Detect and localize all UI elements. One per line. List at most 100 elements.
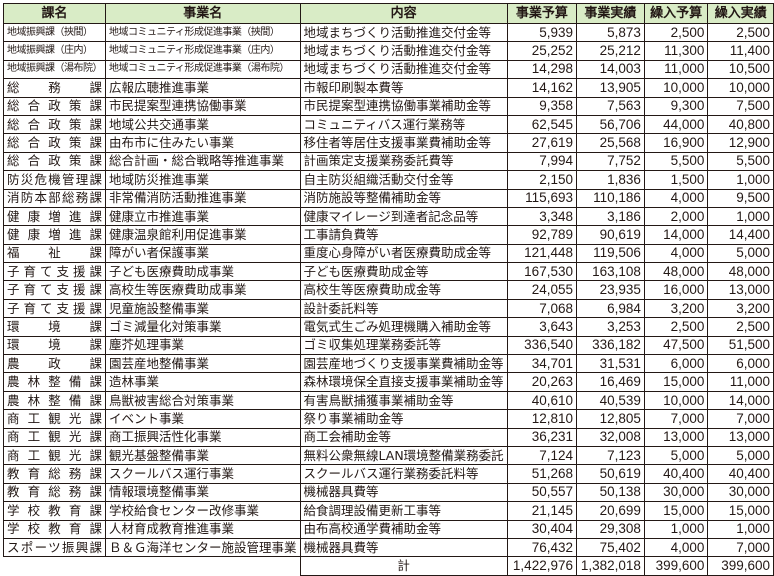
content-cell: 健康マイレージ到達者記念品等 bbox=[299, 206, 508, 227]
project-budget-cell: 51,268 bbox=[506, 464, 577, 484]
dept-cell: 教育総務課 bbox=[3, 464, 106, 484]
table-row: 消防本部総務課 非常備消防活動推進事業 消防施設等整備補助金等 115,693 110,… bbox=[3, 188, 774, 208]
transfer-budget-cell: 11,300 bbox=[643, 41, 709, 61]
project-cell: 商工振興活性化事業 bbox=[105, 427, 301, 447]
project-actual-cell: 40,539 bbox=[575, 390, 645, 411]
dept-cell: 消防本部総務課 bbox=[3, 188, 106, 208]
header-transfer-actual: 繰入実績 bbox=[707, 3, 774, 24]
dept-cell: 農林整備課 bbox=[3, 390, 106, 411]
table-row: 環境課 ゴミ減量化対策事業 電気式生ごみ処理機購入補助金等 3,643 3,253 2,5… bbox=[3, 317, 774, 337]
table-row: 子育て支援課 子ども医療費助成事業 子ども医療費助成金等 167,530 163,108… bbox=[3, 262, 774, 282]
header-project-actual: 事業実績 bbox=[575, 3, 645, 24]
project-actual-cell: 32,008 bbox=[575, 427, 645, 447]
transfer-actual-cell: 14,000 bbox=[707, 390, 774, 411]
project-actual-cell: 25,212 bbox=[575, 41, 645, 61]
project-cell: 市民提案型連携協働事業 bbox=[105, 96, 301, 116]
project-budget-cell: 25,252 bbox=[506, 41, 577, 61]
content-cell: 給食調理設備更新工事等 bbox=[299, 501, 508, 521]
project-actual-cell: 1,836 bbox=[575, 170, 645, 190]
project-actual-cell: 23,935 bbox=[575, 280, 645, 300]
table-row: 商工観光課 観光基盤整備事業 無料公衆無線LAN環境整備業務委託 7,124 7,123… bbox=[3, 445, 774, 466]
table-row: 防災危機管理課 地域防災推進事業 自主防災組織活動交付金等 2,150 1,836 1,5… bbox=[3, 170, 774, 190]
transfer-budget-cell: 5,500 bbox=[643, 151, 709, 172]
content-cell: スクールバス運行業務委託料等 bbox=[299, 464, 508, 484]
project-cell: 児童施設整備事業 bbox=[105, 298, 301, 319]
table-row: 農政課 園芸産地整備事業 園芸産地づくり支援事業費補助金等 34,701 31,531 6… bbox=[3, 354, 774, 374]
project-budget-cell: 20,263 bbox=[506, 372, 577, 392]
project-cell: 地域防災推進事業 bbox=[105, 170, 301, 190]
project-actual-cell: 20,699 bbox=[575, 501, 645, 521]
project-budget-cell: 7,068 bbox=[506, 298, 577, 319]
content-cell: 商工会補助金等 bbox=[299, 427, 508, 447]
project-cell: 子ども医療費助成事業 bbox=[105, 262, 301, 282]
project-budget-cell: 92,789 bbox=[506, 225, 577, 245]
transfer-budget-cell: 11,000 bbox=[643, 59, 709, 80]
transfer-budget-cell: 40,400 bbox=[643, 464, 709, 484]
dept-cell: 総合政策課 bbox=[3, 114, 106, 135]
total-row: 計 1,422,976 1,382,018 399,600 399,600 bbox=[4, 556, 774, 576]
transfer-budget-cell: 14,000 bbox=[643, 225, 709, 245]
content-cell: ゴミ収集処理業務委託等 bbox=[299, 335, 508, 356]
transfer-budget-cell: 4,000 bbox=[643, 188, 709, 208]
project-cell: 観光基盤整備事業 bbox=[105, 445, 301, 466]
content-cell: 地域まちづくり活動推進交付金等 bbox=[299, 41, 508, 61]
project-actual-cell: 7,752 bbox=[575, 151, 645, 172]
content-cell: 地域まちづくり活動推進交付金等 bbox=[299, 59, 508, 80]
transfer-budget-cell: 47,500 bbox=[643, 335, 709, 356]
table-row: 子育て支援課 高校生等医療費助成事業 高校生等医療費助成金等 24,055 23,935… bbox=[3, 280, 774, 300]
dept-cell: 福祉課 bbox=[3, 243, 106, 264]
transfer-actual-cell: 2,500 bbox=[707, 317, 774, 337]
dept-cell: 商工観光課 bbox=[3, 427, 106, 447]
transfer-budget-cell: 15,000 bbox=[643, 501, 709, 521]
transfer-budget-cell: 16,000 bbox=[643, 280, 709, 300]
content-cell: 機械器具費等 bbox=[299, 537, 508, 558]
dept-cell: 子育て支援課 bbox=[3, 298, 106, 319]
dept-cell: 農林整備課 bbox=[3, 372, 106, 392]
transfer-budget-cell: 13,000 bbox=[643, 427, 709, 447]
transfer-actual-cell: 13,000 bbox=[707, 280, 774, 300]
project-cell: 造林事業 bbox=[105, 372, 301, 392]
project-budget-cell: 27,619 bbox=[506, 133, 577, 153]
project-budget-cell: 14,162 bbox=[506, 78, 577, 98]
transfer-actual-cell: 13,000 bbox=[707, 427, 774, 447]
transfer-actual-cell: 1,000 bbox=[707, 206, 774, 227]
project-actual-cell: 50,619 bbox=[575, 464, 645, 484]
table-row: 総合政策課 総合計画・総合戦略等推進事業 計画策定支援業務委託費等 7,994 7,75… bbox=[3, 151, 774, 172]
transfer-budget-cell: 4,000 bbox=[643, 243, 709, 264]
project-actual-cell: 7,563 bbox=[575, 96, 645, 116]
table-row: 子育て支援課 児童施設整備事業 設計委託料等 7,068 6,984 3,200 3,200 bbox=[3, 298, 774, 319]
project-cell: 情報環境整備事業 bbox=[105, 482, 301, 503]
project-budget-cell: 14,298 bbox=[506, 59, 577, 80]
project-actual-cell: 7,123 bbox=[575, 445, 645, 466]
project-budget-cell: 50,557 bbox=[506, 482, 577, 503]
transfer-actual-cell: 11,000 bbox=[707, 372, 774, 392]
project-cell: 総合計画・総合戦略等推進事業 bbox=[105, 151, 301, 172]
project-cell: 健康温泉館利用促進事業 bbox=[105, 225, 301, 245]
transfer-budget-cell: 5,000 bbox=[643, 445, 709, 466]
project-actual-cell: 90,619 bbox=[575, 225, 645, 245]
dept-cell: 総合政策課 bbox=[3, 96, 106, 116]
content-cell: 消防施設等整備補助金等 bbox=[299, 188, 508, 208]
content-cell: コミュニティバス運行業務等 bbox=[299, 114, 508, 135]
project-actual-cell: 5,873 bbox=[575, 22, 645, 43]
content-cell: 機械器具費等 bbox=[299, 482, 508, 503]
dept-cell: 地域振興課（湯布院） bbox=[3, 59, 106, 80]
transfer-actual-cell: 9,500 bbox=[707, 188, 774, 208]
transfer-actual-cell: 5,000 bbox=[707, 243, 774, 264]
blank-cell bbox=[106, 557, 301, 575]
project-actual-cell: 75,402 bbox=[575, 537, 645, 558]
content-cell: 移住者等居住支援事業費補助金等 bbox=[299, 133, 508, 153]
project-cell: イベント事業 bbox=[105, 409, 301, 429]
content-cell: 市報印刷製本費等 bbox=[299, 78, 508, 98]
dept-cell: 環境課 bbox=[3, 335, 106, 356]
table-row: 農林整備課 鳥獣被害総合対策事業 有害鳥獣捕獲事業補助金等 40,610 40,539 1… bbox=[3, 390, 774, 411]
transfer-actual-cell: 48,000 bbox=[707, 262, 774, 282]
dept-cell: 教育総務課 bbox=[3, 482, 106, 503]
project-cell: 学校給食センター改修事業 bbox=[105, 501, 301, 521]
transfer-actual-cell: 1,000 bbox=[707, 170, 774, 190]
project-budget-cell: 34,701 bbox=[506, 354, 577, 374]
transfer-actual-cell: 7,000 bbox=[707, 409, 774, 429]
transfer-budget-cell: 48,000 bbox=[643, 262, 709, 282]
content-cell: 計画策定支援業務委託費等 bbox=[299, 151, 508, 172]
project-actual-cell: 31,531 bbox=[575, 354, 645, 374]
